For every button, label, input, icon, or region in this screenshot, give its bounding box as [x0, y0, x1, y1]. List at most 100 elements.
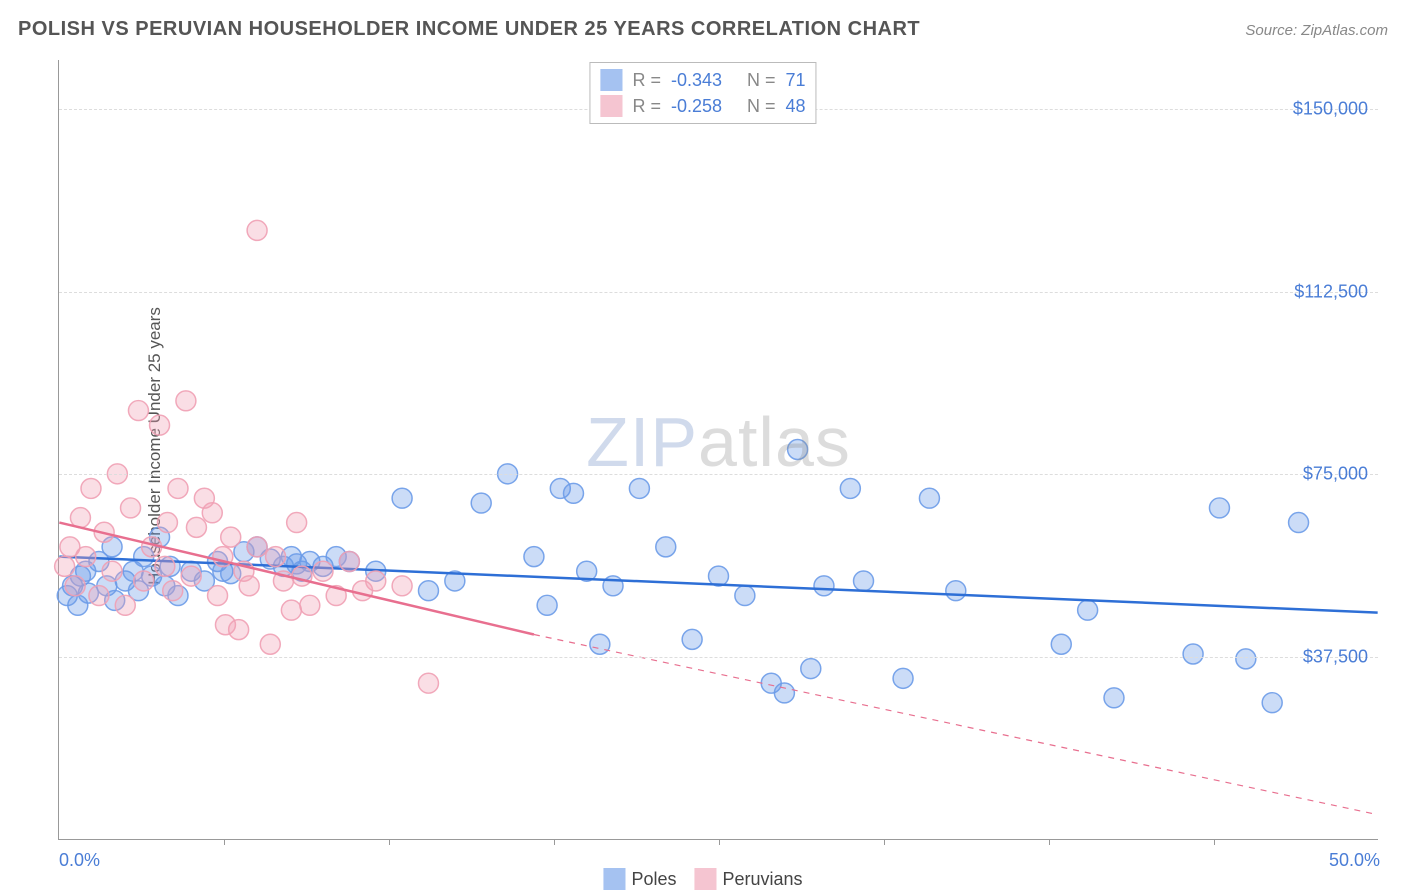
data-point: [392, 576, 412, 596]
x-minor-tick: [554, 839, 555, 845]
data-point: [208, 586, 228, 606]
data-point: [353, 581, 373, 601]
data-point: [656, 537, 676, 557]
data-point: [168, 478, 188, 498]
n-label: N =: [747, 70, 776, 91]
y-tick-label: $112,500: [1294, 281, 1368, 302]
data-point: [418, 673, 438, 693]
data-point: [840, 478, 860, 498]
y-tick-label: $150,000: [1293, 98, 1368, 119]
data-point: [260, 634, 280, 654]
n-value-peruvians: 48: [786, 96, 806, 117]
data-point: [893, 668, 913, 688]
data-point: [1183, 644, 1203, 664]
swatch-poles: [600, 69, 622, 91]
correlation-row-peruvians: R = -0.258 N = 48: [600, 93, 805, 119]
data-point: [128, 401, 148, 421]
data-point: [287, 513, 307, 533]
data-point: [563, 483, 583, 503]
n-value-poles: 71: [786, 70, 806, 91]
x-minor-tick: [1049, 839, 1050, 845]
legend-label-poles: Poles: [631, 869, 676, 890]
data-point: [313, 561, 333, 581]
data-point: [418, 581, 438, 601]
y-tick-label: $75,000: [1303, 464, 1368, 485]
data-point: [1104, 688, 1124, 708]
data-point: [919, 488, 939, 508]
data-point: [281, 600, 301, 620]
gridline-h: [59, 657, 1378, 658]
header: POLISH VS PERUVIAN HOUSEHOLDER INCOME UN…: [18, 18, 1388, 41]
r-label: R =: [632, 70, 661, 91]
source-credit: Source: ZipAtlas.com: [1245, 22, 1388, 39]
swatch-peruvians: [600, 95, 622, 117]
data-point: [163, 581, 183, 601]
data-point: [946, 581, 966, 601]
data-point: [266, 547, 286, 567]
legend-label-peruvians: Peruvians: [722, 869, 802, 890]
data-point: [774, 683, 794, 703]
data-point: [392, 488, 412, 508]
r-value-peruvians: -0.258: [671, 96, 722, 117]
data-point: [1051, 634, 1071, 654]
data-point: [814, 576, 834, 596]
data-point: [1236, 649, 1256, 669]
data-point: [202, 503, 222, 523]
data-point: [788, 440, 808, 460]
data-point: [854, 571, 874, 591]
legend-item-peruvians: Peruvians: [694, 868, 802, 890]
plot-area: ZIPatlas $37,500$75,000$112,500$150,0000…: [58, 60, 1378, 840]
data-point: [247, 537, 267, 557]
data-point: [629, 478, 649, 498]
y-tick-label: $37,500: [1303, 647, 1368, 668]
data-point: [1289, 513, 1309, 533]
data-point: [155, 556, 175, 576]
gridline-h: [59, 292, 1378, 293]
x-minor-tick: [719, 839, 720, 845]
data-point: [157, 513, 177, 533]
data-point: [65, 576, 85, 596]
swatch-poles-icon: [603, 868, 625, 890]
data-point: [1209, 498, 1229, 518]
data-point: [81, 478, 101, 498]
scatter-plot-svg: [59, 60, 1378, 839]
x-minor-tick: [884, 839, 885, 845]
n-label: N =: [747, 96, 776, 117]
gridline-h: [59, 474, 1378, 475]
r-label: R =: [632, 96, 661, 117]
data-point: [590, 634, 610, 654]
x-minor-tick: [389, 839, 390, 845]
data-point: [186, 517, 206, 537]
data-point: [181, 566, 201, 586]
data-point: [1262, 693, 1282, 713]
data-point: [537, 595, 557, 615]
legend-item-poles: Poles: [603, 868, 676, 890]
data-point: [89, 586, 109, 606]
data-point: [1078, 600, 1098, 620]
data-point: [134, 571, 154, 591]
x-tick-label: 0.0%: [59, 850, 100, 871]
page-title: POLISH VS PERUVIAN HOUSEHOLDER INCOME UN…: [18, 18, 920, 41]
data-point: [339, 551, 359, 571]
data-point: [221, 527, 241, 547]
data-point: [215, 615, 235, 635]
data-point: [292, 566, 312, 586]
data-point: [300, 595, 320, 615]
data-point: [682, 629, 702, 649]
data-point: [102, 561, 122, 581]
correlation-legend: R = -0.343 N = 71 R = -0.258 N = 48: [589, 62, 816, 124]
x-minor-tick: [224, 839, 225, 845]
data-point: [121, 498, 141, 518]
data-point: [735, 586, 755, 606]
swatch-peruvians-icon: [694, 868, 716, 890]
data-point: [76, 547, 96, 567]
x-tick-label: 50.0%: [1329, 850, 1380, 871]
data-point: [471, 493, 491, 513]
data-point: [115, 595, 135, 615]
r-value-poles: -0.343: [671, 70, 722, 91]
series-legend: Poles Peruvians: [603, 868, 802, 890]
x-minor-tick: [1214, 839, 1215, 845]
data-point: [247, 220, 267, 240]
data-point: [524, 547, 544, 567]
data-point: [150, 415, 170, 435]
